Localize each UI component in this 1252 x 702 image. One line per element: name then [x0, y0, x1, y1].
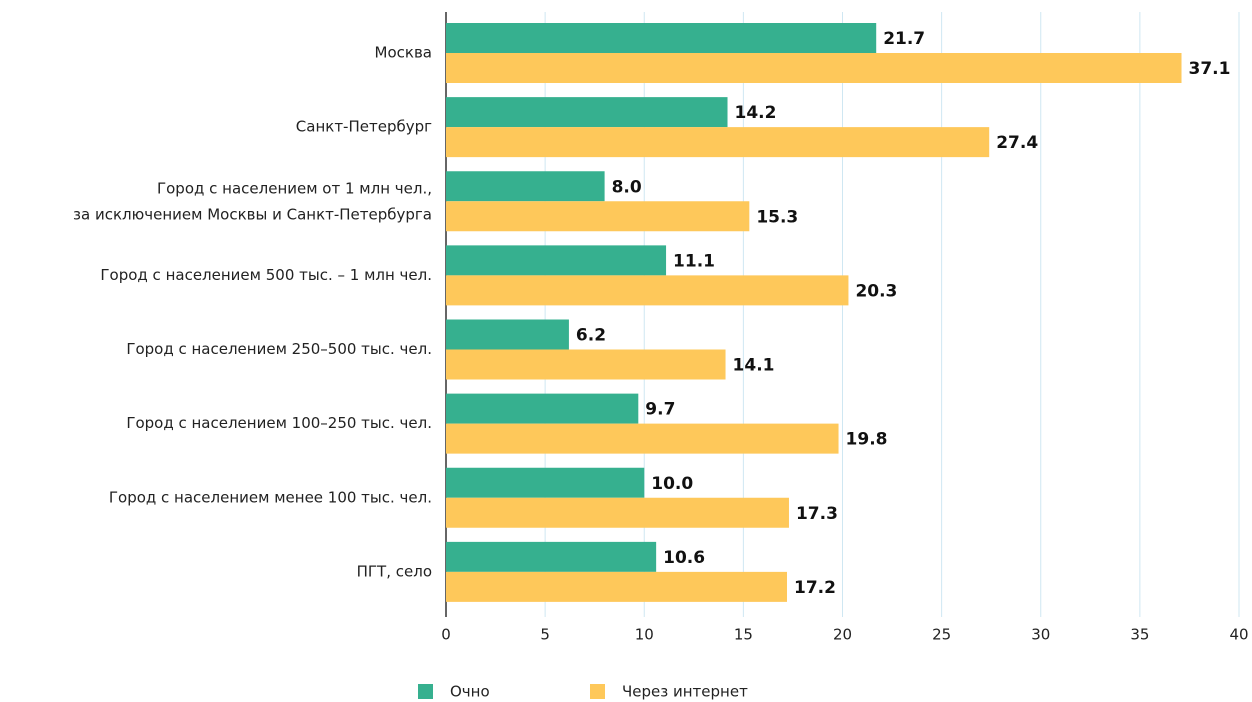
- y-tick-label: ПГТ, село: [357, 562, 432, 580]
- legend-swatch: [590, 684, 605, 699]
- legend-swatch: [418, 684, 433, 699]
- value-label: 11.1: [673, 251, 715, 271]
- bar: [446, 393, 639, 424]
- x-tick-label: 5: [540, 626, 550, 644]
- value-label: 21.7: [883, 29, 925, 49]
- y-tick-label: Санкт-Петербург: [296, 118, 432, 136]
- y-tick-label: Москва: [375, 44, 432, 62]
- y-tick-label: Город с населением от 1 млн чел., за искл…: [73, 179, 432, 223]
- bar: [446, 423, 839, 454]
- x-tick-label: 35: [1130, 626, 1149, 644]
- value-label: 8.0: [612, 177, 642, 197]
- value-label: 15.3: [756, 207, 798, 227]
- bar: [446, 23, 877, 53]
- value-label: 14.2: [735, 103, 777, 123]
- bar: [446, 171, 605, 202]
- x-tick-label: 15: [734, 626, 753, 644]
- y-tick-label: Город с населением 100–250 тыс. чел.: [126, 414, 432, 432]
- x-tick-label: 40: [1229, 626, 1248, 644]
- x-tick-label: 10: [635, 626, 654, 644]
- value-label: 20.3: [855, 281, 897, 301]
- x-tick-label: 25: [932, 626, 951, 644]
- value-label: 17.3: [796, 504, 838, 524]
- legend-label: Через интернет: [622, 683, 748, 701]
- bar: [446, 275, 849, 306]
- value-label: 9.7: [645, 400, 675, 420]
- value-label: 6.2: [576, 326, 606, 346]
- y-tick-label: Город с населением менее 100 тыс. чел.: [109, 488, 432, 506]
- bar: [446, 319, 569, 350]
- value-label: 17.2: [794, 578, 836, 598]
- bar: [446, 571, 787, 602]
- bar: [446, 97, 728, 128]
- bar: [446, 127, 990, 158]
- bar: [446, 53, 1182, 83]
- y-tick-label: Город с населением 500 тыс. – 1 млн чел.: [100, 266, 432, 284]
- bar: [446, 245, 667, 276]
- value-label: 10.0: [651, 474, 693, 494]
- legend-label: Очно: [450, 683, 490, 701]
- x-tick-label: 30: [1031, 626, 1050, 644]
- value-label: 10.6: [663, 548, 705, 568]
- bar: [446, 201, 750, 232]
- bar: [446, 349, 726, 380]
- value-label: 37.1: [1189, 59, 1231, 79]
- y-tick-label: Город с населением 250–500 тыс. чел.: [126, 340, 432, 358]
- bar: [446, 497, 789, 528]
- value-label: 27.4: [996, 133, 1038, 153]
- x-tick-label: 20: [833, 626, 852, 644]
- value-label: 14.1: [733, 356, 775, 376]
- x-tick-label: 0: [441, 626, 451, 644]
- bar: [446, 467, 645, 498]
- value-label: 19.8: [846, 430, 888, 450]
- bar: [446, 541, 657, 572]
